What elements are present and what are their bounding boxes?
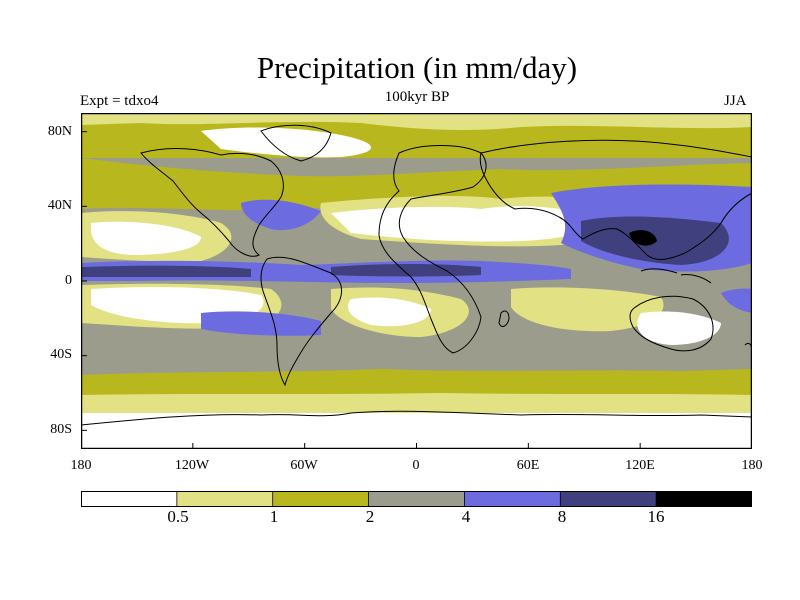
colorbar-label-2: 2: [365, 507, 375, 526]
lon-label-60e: 60E: [516, 458, 540, 473]
coast-south-america: [260, 256, 342, 387]
colorbar-frame: [81, 491, 752, 507]
lon-label-0: 0: [412, 458, 420, 473]
field-southern-pale: [81, 393, 752, 413]
lat-label-40s: 40S: [50, 347, 72, 362]
season-label: JJA: [724, 93, 747, 109]
field-atl-itcz-verywet: [331, 264, 481, 277]
coast-madagascar: [498, 310, 510, 327]
coast-australia: [629, 295, 714, 352]
field-spcz-wet: [201, 311, 321, 336]
colorbar-label-1: 1: [269, 507, 279, 526]
lat-label-80n: 80N: [47, 124, 72, 139]
colorbar-box-4: [464, 491, 562, 507]
coast-europe-africa: [378, 145, 487, 354]
field-sahara-dry: [331, 206, 601, 242]
colorbar-label-4: 4: [461, 507, 471, 526]
lon-label-60w: 60W: [290, 458, 318, 473]
map-ticks: [81, 131, 752, 449]
precipitation-field: [81, 113, 752, 449]
lat-label-eq: 0: [65, 273, 72, 288]
lon-label-120e: 120E: [625, 458, 655, 473]
map-subtitle: 100kyr BP: [384, 89, 450, 105]
field-wpacific-wet: [721, 288, 752, 313]
field-greenland-dry: [201, 127, 371, 158]
field-australia-dry: [637, 311, 721, 345]
coast-greenland: [260, 124, 332, 162]
colorbar-box-6: [655, 491, 752, 507]
lon-label-180w: 180: [70, 458, 92, 473]
field-npacific-dry: [90, 221, 201, 255]
field-asia-extreme: [629, 230, 657, 246]
lon-label-180e: 180: [741, 458, 763, 473]
field-arctic-pale: [81, 113, 752, 130]
colorbar-box-5: [559, 491, 658, 507]
colorbar-box-2: [272, 491, 370, 507]
lon-label-120w: 120W: [174, 458, 210, 473]
field-satl-dry: [347, 297, 431, 327]
colorbar: [81, 491, 752, 507]
coast-north-america: [140, 148, 284, 257]
colorbar-label-0.5: 0.5: [167, 507, 189, 526]
map-title: Precipitation (in mm/day): [256, 50, 578, 85]
field-antarctica-dry: [81, 413, 752, 449]
coastlines: [81, 124, 752, 426]
colorbar-box-3: [368, 491, 466, 507]
colorbar-label-8: 8: [557, 507, 567, 526]
field-sindian-pale: [511, 287, 664, 332]
colorbar-box-1: [176, 491, 274, 507]
precipitation-map: [81, 113, 752, 449]
coast-asia: [479, 139, 752, 260]
coast-antarctica: [81, 410, 752, 426]
lat-label-80s: 80S: [50, 422, 72, 437]
experiment-label: Expt = tdxo4: [80, 93, 159, 109]
lat-label-40n: 40N: [47, 198, 72, 213]
field-itcz-verywet: [81, 265, 251, 277]
colorbar-box-0: [81, 491, 178, 507]
coast-indonesia: [640, 268, 712, 284]
colorbar-label-16: 16: [647, 507, 665, 526]
